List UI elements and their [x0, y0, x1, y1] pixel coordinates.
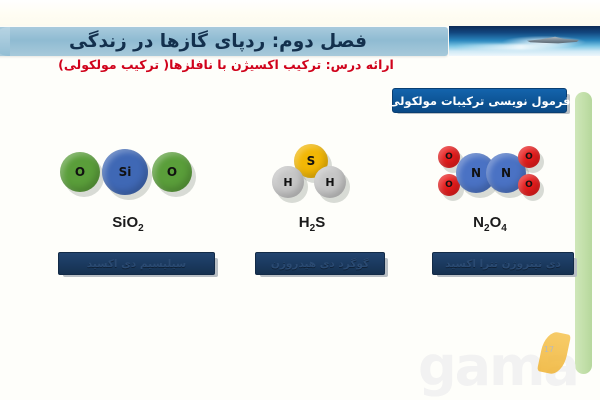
- jet-trail-decoration: [455, 44, 575, 50]
- slide-top-background: [0, 0, 600, 26]
- atom-oxygen: O: [60, 152, 100, 192]
- right-green-rail: [575, 92, 592, 374]
- name-plate-container-h2s: گوگرد دی هیدروژن: [255, 252, 388, 277]
- slide-title-band: فصل دوم: ردپای گازها در زندگی: [0, 27, 448, 56]
- atom-oxygen: O: [518, 146, 540, 168]
- name-plate-container-n2o4: دی نیتروژن تترا اکسید: [432, 252, 577, 277]
- name-plate-n2o4[interactable]: دی نیتروژن تترا اکسید: [432, 252, 574, 275]
- name-plate-h2s[interactable]: گوگرد دی هیدروژن: [255, 252, 385, 275]
- formula-sio2: SiO2: [112, 214, 144, 234]
- atom-oxygen: O: [152, 152, 192, 192]
- header-photo: [449, 26, 600, 56]
- atom-hydrogen: H: [314, 166, 346, 198]
- slide-subtitle: ارائه درس: ترکیب اکسیژن با نافلزها( ترکی…: [58, 56, 394, 72]
- jet-aircraft-icon: [527, 36, 579, 44]
- formula-n2o4: N2O4: [473, 214, 507, 234]
- atom-oxygen: O: [438, 174, 460, 196]
- molecule-diagram-sio2: O Si O: [38, 140, 218, 208]
- page-title: فصل دوم: ردپای گازها در زندگی: [68, 31, 368, 52]
- atom-oxygen: O: [438, 146, 460, 168]
- page-number: 17: [543, 345, 555, 354]
- atom-silicon: Si: [102, 149, 148, 195]
- name-plate-sio2[interactable]: سیلیسیم دی اکسید: [58, 252, 215, 275]
- molecule-n2o4: O O N N O O N2O4: [400, 140, 580, 234]
- section-chip[interactable]: فرمول نویسی ترکیبات مولکولی: [388, 88, 571, 113]
- name-plate-container-sio2: سیلیسیم دی اکسید: [58, 252, 218, 277]
- molecule-sio2: O Si O SiO2: [38, 140, 218, 234]
- formula-h2s: H2S: [298, 214, 326, 234]
- atom-hydrogen: H: [272, 166, 304, 198]
- atom-oxygen: O: [518, 174, 540, 196]
- section-chip-container: فرمول نویسی ترکیبات مولکولی: [388, 88, 571, 114]
- molecule-h2s: S H H H2S: [222, 140, 402, 234]
